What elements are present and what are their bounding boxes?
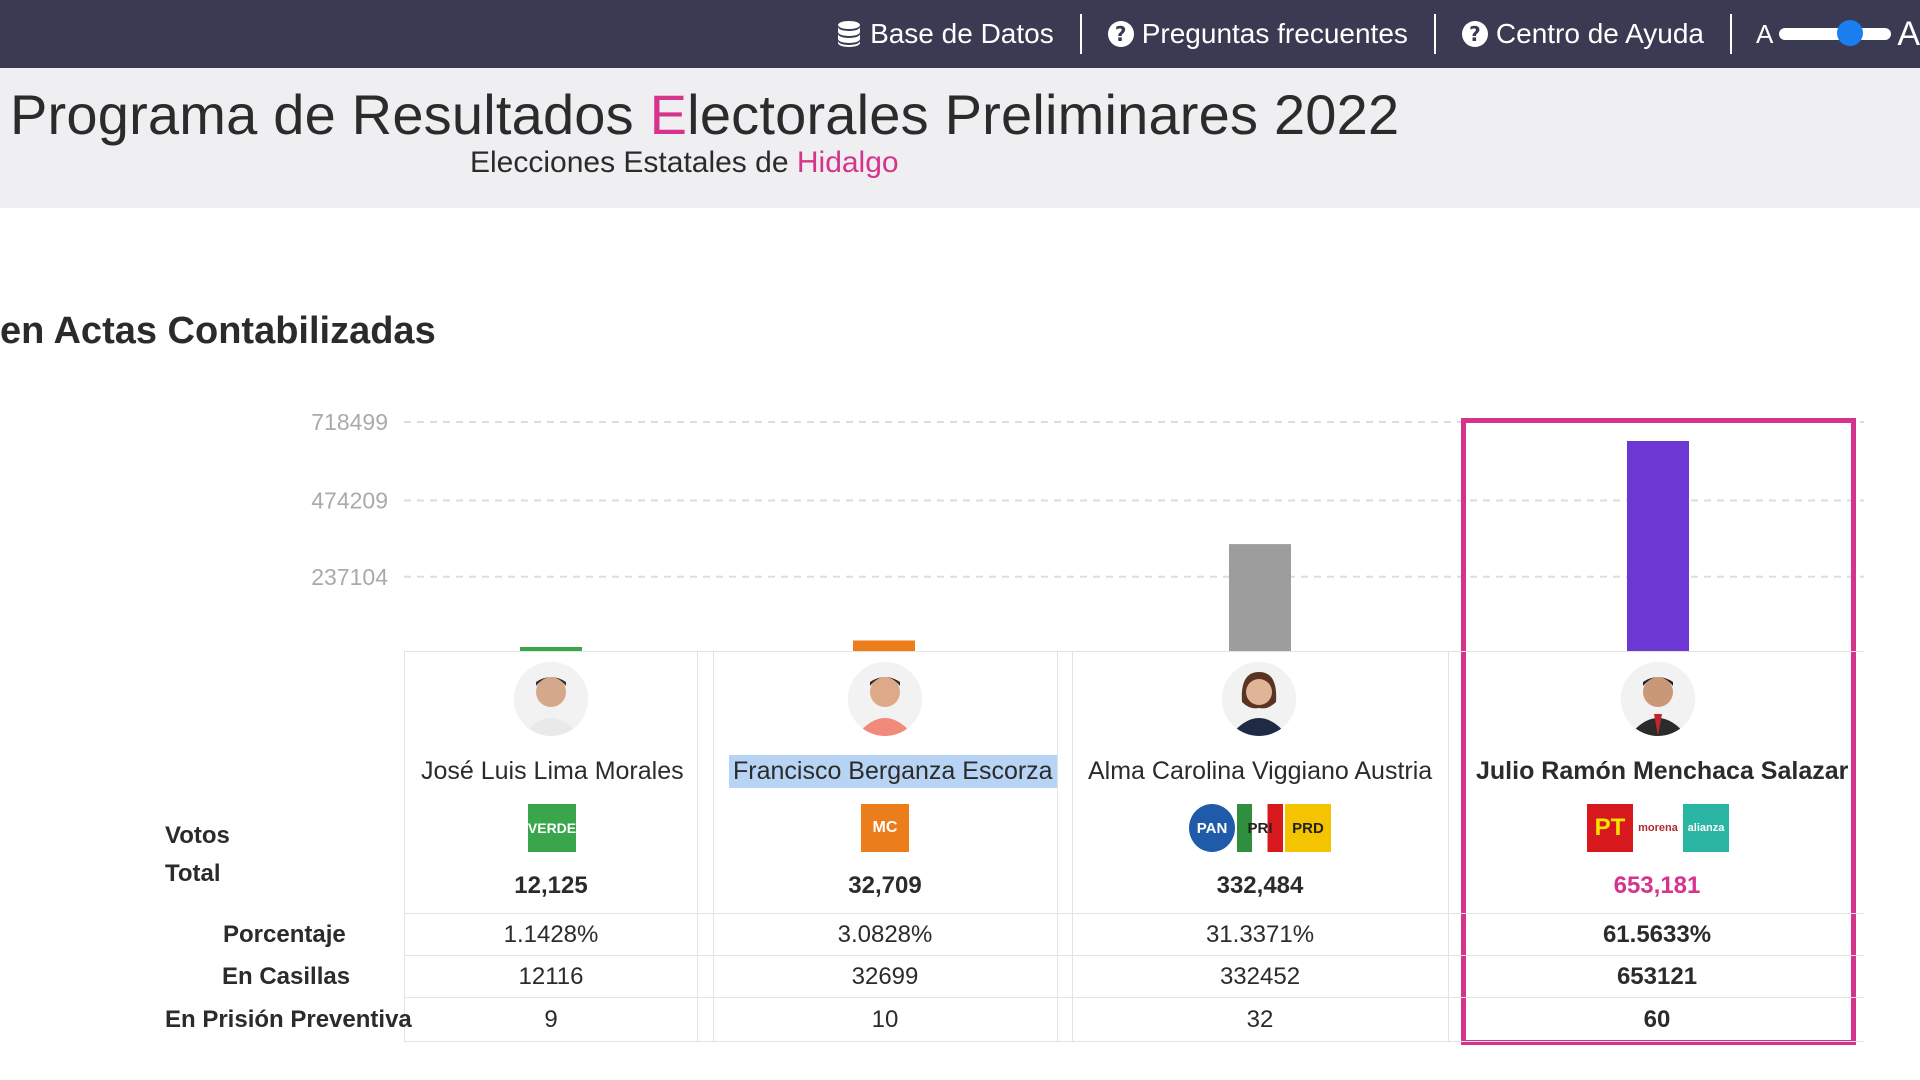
nav-separator	[1433, 14, 1436, 54]
party-logos-3: PAN PRI PRD	[1189, 804, 1331, 852]
font-small-label: A	[1756, 18, 1774, 49]
table-top-line	[404, 651, 1864, 652]
prision-candidate-1: 9	[544, 1006, 558, 1033]
casillas-candidate-4: 653121	[1616, 963, 1698, 990]
bar-candidate-1[interactable]	[520, 647, 582, 651]
page-title: Programa de Resultados Electorales Preli…	[10, 82, 1399, 147]
porcentaje-candidate-4: 61.5633%	[1602, 921, 1712, 948]
table-col-line	[1448, 651, 1449, 1041]
nav-preguntas-frecuentes[interactable]: ? Preguntas frecuentes	[1082, 15, 1434, 53]
font-size-slider[interactable]: A A	[1732, 14, 1920, 54]
candidate-name-3: Alma Carolina Viggiano Austria	[1088, 757, 1433, 785]
pt-logo-icon: PT	[1587, 804, 1633, 852]
morena-logo-icon: morena	[1635, 804, 1681, 852]
database-icon	[836, 21, 862, 47]
section-title: en Actas Contabilizadas	[0, 310, 436, 352]
avatar-candidate-2	[848, 662, 922, 736]
subtitle-part1: Elecciones Estatales de	[470, 146, 797, 179]
verde-logo-icon: VERDE	[528, 804, 576, 852]
title-part1: Programa de Resultados	[10, 83, 650, 146]
font-large-label: A	[1897, 14, 1920, 53]
avatar-candidate-4	[1621, 662, 1695, 736]
question-circle-icon: ?	[1107, 21, 1134, 47]
y-tick-label: 237104	[311, 564, 388, 590]
avatar-candidate-1	[514, 662, 588, 736]
font-slider-track[interactable]	[1779, 20, 1892, 46]
total-candidate-2: 32,709	[848, 872, 922, 899]
movimiento-ciudadano-logo-icon: MC	[861, 804, 909, 852]
y-tick-label: 474209	[311, 488, 388, 514]
pan-logo-icon: PAN	[1189, 804, 1235, 852]
table-bottom-line	[404, 1041, 1864, 1042]
nav-base-de-datos-label: Base de Datos	[870, 18, 1054, 49]
votes-bar-chart: 237104 474209 718499	[311, 409, 1864, 651]
total-candidate-4: 653,181	[1613, 872, 1701, 899]
porcentaje-candidate-3: 31.3371%	[1205, 921, 1315, 948]
prision-candidate-2: 10	[871, 1006, 899, 1033]
page-subtitle: Elecciones Estatales de Hidalgo	[470, 146, 899, 180]
title-part2: lectorales Preliminares 2022	[687, 83, 1400, 146]
nav-base-de-datos[interactable]: Base de Datos	[810, 15, 1080, 53]
label-en-prision-preventiva: En Prisión Preventiva	[165, 1006, 412, 1033]
font-slider-thumb[interactable]	[1837, 20, 1864, 46]
casillas-candidate-3: 332452	[1219, 963, 1301, 990]
nav-centro-label: Centro de Ayuda	[1495, 18, 1704, 49]
label-en-casillas: En Casillas	[222, 963, 351, 990]
table-row-line	[404, 997, 1864, 998]
avatar-candidate-3	[1222, 662, 1296, 736]
table-col-line	[1057, 651, 1058, 1041]
prision-candidate-3: 32	[1246, 1006, 1274, 1033]
nueva-alianza-logo-icon: alianza	[1683, 804, 1729, 852]
prision-candidate-4: 60	[1643, 1006, 1671, 1033]
nav-centro-de-ayuda[interactable]: ? Centro de Ayuda	[1436, 15, 1730, 53]
party-logos-1: VERDE	[528, 804, 576, 852]
party-logos-4: PT morena alianza	[1587, 804, 1729, 852]
casillas-candidate-1: 12116	[518, 963, 584, 990]
pri-logo-icon: PRI	[1237, 804, 1283, 852]
table-col-line	[1072, 651, 1073, 1041]
total-candidate-1: 12,125	[514, 872, 588, 899]
party-logos-2: MC	[861, 804, 909, 852]
label-votos: Votos	[165, 822, 230, 849]
candidate-name-2: Francisco Berganza Escorza	[729, 755, 1057, 788]
nav-separator	[1730, 14, 1732, 54]
total-candidate-3: 332,484	[1216, 872, 1304, 899]
bar-candidate-2[interactable]	[853, 640, 915, 651]
label-total: Total	[165, 860, 221, 887]
table-row-line	[404, 955, 1864, 956]
table-col-line	[713, 651, 714, 1041]
porcentaje-candidate-2: 3.0828%	[837, 921, 933, 948]
prd-logo-icon: PRD	[1285, 804, 1331, 852]
winner-highlight-box	[1461, 418, 1856, 1045]
title-highlight: E	[649, 83, 688, 146]
candidate-name-1: José Luis Lima Morales	[421, 757, 684, 785]
table-col-line	[404, 651, 405, 1041]
y-tick-label: 718499	[311, 409, 388, 435]
label-porcentaje: Porcentaje	[223, 921, 346, 948]
candidate-name-4: Julio Ramón Menchaca Salazar	[1476, 757, 1849, 785]
page-header: Programa de Resultados Electorales Preli…	[0, 68, 1920, 208]
top-navbar: Base de Datos ? Preguntas frecuentes ? C…	[0, 0, 1920, 68]
question-circle-icon: ?	[1461, 21, 1488, 47]
bar-candidate-3[interactable]	[1229, 544, 1291, 651]
bar-candidate-4[interactable]	[1627, 440, 1689, 651]
porcentaje-candidate-1: 1.1428%	[503, 921, 599, 948]
table-row-line	[404, 913, 1864, 914]
nav-separator	[1079, 14, 1082, 54]
subtitle-highlight: Hidalgo	[796, 146, 899, 179]
table-col-line	[697, 651, 698, 1041]
casillas-candidate-2: 32699	[851, 963, 919, 990]
nav-preguntas-label: Preguntas frecuentes	[1141, 18, 1408, 49]
